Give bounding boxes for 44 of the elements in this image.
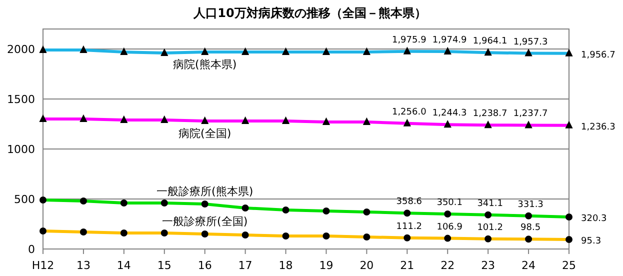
x-tick-label: H12 [32,259,54,272]
series-label: 一般診療所(熊本県) [156,185,254,198]
data-label: 101.2 [477,222,503,233]
data-label: 1,237.7 [513,109,548,120]
data-label: 1,964.1 [472,36,508,47]
x-tick-label: 20 [360,259,374,272]
data-label: 320.3 [581,214,607,224]
x-tick-label: 15 [157,259,172,272]
x-tick-label: 21 [400,259,414,272]
x-tick-label: 19 [319,259,334,272]
data-label: 1,236.3 [581,122,616,132]
data-label: 1,974.9 [432,36,468,46]
series-label: 病院(全国) [178,127,232,140]
x-tick-label: 14 [116,259,131,272]
data-label: 1,238.7 [472,109,508,120]
x-tick-label: 24 [522,259,536,272]
data-label: 95.3 [581,236,602,246]
data-label: 358.6 [396,197,422,208]
x-tick-label: 13 [76,259,90,272]
x-tick-label: 17 [238,259,252,272]
data-label: 1,956.7 [581,50,616,60]
data-label: 106.9 [436,222,463,232]
y-tick-label: 0 [28,243,35,256]
x-tick-label: 18 [278,259,293,272]
y-tick-label: 1500 [7,93,35,106]
data-label: 1,957.3 [513,37,548,48]
data-label: 331.3 [518,200,544,210]
data-label: 1,256.0 [392,107,427,118]
x-tick-label: 16 [198,259,212,272]
chart-title: 人口10万対病床数の推移（全国－熊本県） [192,6,426,20]
series-label: 一般診療所(全国) [162,215,248,228]
data-label: 350.1 [436,198,462,208]
x-tick-label: 25 [562,259,576,272]
x-tick-label: 23 [481,259,496,272]
y-tick-label: 500 [14,193,35,206]
y-tick-label: 1000 [7,143,35,156]
x-tick-label: 22 [440,259,455,272]
series-label: 病院(熊本県) [173,58,237,71]
data-label: 111.2 [396,222,422,232]
data-label: 1,975.9 [392,35,427,46]
data-label: 1,244.3 [432,108,467,119]
data-label: 98.5 [520,223,541,234]
y-tick-label: 2000 [7,43,35,56]
data-label: 341.1 [477,198,503,209]
